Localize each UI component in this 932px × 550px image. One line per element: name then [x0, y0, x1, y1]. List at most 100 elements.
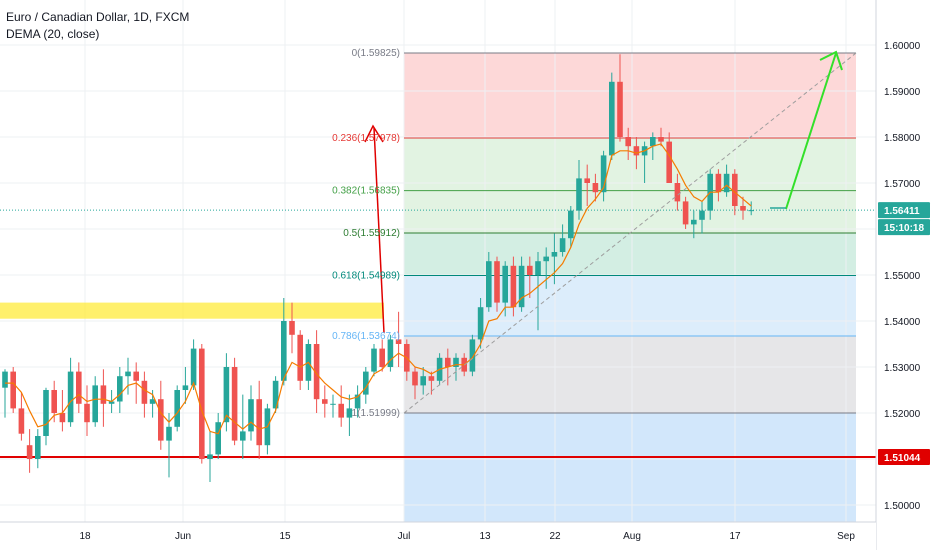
candle-body: [215, 422, 221, 455]
candle-body: [748, 210, 754, 212]
candle-body: [600, 155, 607, 193]
candle-body: [166, 426, 172, 441]
dema-line: [5, 143, 752, 435]
candle-body: [240, 431, 246, 441]
price-axis[interactable]: 1.600001.590001.580001.570001.560001.550…: [875, 0, 932, 550]
candle-body: [35, 436, 41, 459]
price-tick-label: 1.57000: [884, 179, 921, 190]
price-tick-label: 1.50000: [884, 501, 921, 512]
candle-body: [289, 321, 295, 335]
green-arrow-head: [819, 50, 843, 71]
candle-body: [182, 385, 189, 390]
candle-body: [699, 210, 705, 220]
candle-body: [158, 399, 164, 441]
candle-body: [199, 348, 205, 459]
time-tick-label: Sep: [837, 531, 855, 542]
candle-body: [248, 399, 254, 432]
candle-body: [609, 81, 615, 156]
candle-body: [559, 238, 566, 252]
price-tick-label: 1.53000: [884, 363, 921, 374]
time-axis-bg: [0, 522, 876, 550]
candle-body: [551, 252, 558, 257]
price-tick-label: 1.54000: [884, 317, 921, 328]
candle-body: [256, 399, 262, 446]
support-badge-text: 1.51044: [884, 453, 921, 464]
candle-body: [84, 403, 90, 423]
candle-body: [625, 137, 631, 147]
support-badge: [878, 448, 930, 465]
candle-body: [715, 173, 722, 193]
candle-body: [379, 348, 385, 367]
candle-body: [395, 339, 402, 344]
countdown-badge: [878, 219, 930, 236]
price-tick-label: 1.52000: [884, 409, 921, 420]
red-arrow-head: [364, 124, 384, 143]
fib-label: 0.5(1.55912): [343, 228, 400, 239]
fib-label: 0.618(1.54989): [332, 271, 400, 282]
candle-body: [674, 183, 681, 202]
fib-label: 1(1.51999): [352, 408, 400, 419]
price-badge-text: 1.56411: [884, 206, 920, 217]
candle-body: [149, 399, 156, 404]
green-arrow: [785, 52, 837, 210]
candle-body: [682, 201, 689, 225]
fib-zone-3: [404, 233, 856, 276]
candle-body: [518, 265, 525, 308]
candle-body: [190, 348, 197, 386]
candle-body: [387, 339, 394, 367]
candle-body: [322, 399, 328, 404]
indicator-label: DEMA (20, close): [6, 27, 100, 41]
candle-body: [576, 178, 582, 211]
time-axis[interactable]: 18 Jun 15 Jul 13 22 Aug 17 Sep: [0, 521, 876, 550]
candle-body: [371, 348, 377, 372]
candle-body: [281, 321, 287, 381]
candle-body: [633, 146, 640, 156]
candle-body: [117, 376, 123, 402]
candle-body: [740, 206, 746, 211]
price-tick-label: 1.55000: [884, 271, 921, 282]
fib-label: 0.382(1.56835): [332, 186, 400, 197]
price-badge: [878, 202, 930, 219]
candle-body: [207, 454, 213, 459]
candle-body: [445, 357, 451, 367]
fib-label: 0.236(1.57978): [332, 133, 400, 144]
fib-labels: 0(1.59825) 0.236(1.57978) 0.382(1.56835) 0.…: [332, 48, 400, 419]
candle-body: [412, 371, 418, 386]
fib-zone-1: [404, 138, 856, 191]
time-tick-label: 17: [729, 531, 741, 542]
candle-body: [223, 367, 230, 423]
candle-body: [428, 376, 435, 381]
candle-body: [51, 390, 57, 413]
candle-body: [510, 265, 517, 308]
candle-body: [592, 183, 599, 193]
candle-body: [453, 357, 459, 367]
candle-body: [174, 390, 180, 427]
time-tick-label: Jul: [398, 531, 411, 542]
candle-body: [92, 385, 98, 423]
candle-body: [527, 265, 533, 275]
candle-body: [10, 371, 16, 409]
candle-body: [125, 371, 131, 377]
time-tick-label: 13: [479, 531, 491, 542]
candle-body: [2, 371, 8, 388]
candle-body: [732, 173, 738, 206]
candle-body: [26, 445, 33, 459]
candle-body: [363, 371, 369, 395]
candle-body: [67, 371, 74, 423]
candle-body: [330, 403, 336, 405]
candle-body: [338, 403, 344, 418]
candle-body: [723, 173, 730, 193]
candle-body: [494, 261, 500, 303]
fib-zone-6: [404, 413, 856, 522]
fib-zone-2: [404, 190, 856, 234]
price-tick-label: 1.58000: [884, 133, 921, 144]
candle-body: [568, 210, 574, 239]
candle-body: [420, 376, 426, 386]
candle-body: [18, 408, 25, 434]
candle-body: [666, 141, 672, 183]
candle-body: [584, 178, 590, 183]
trend-line: [403, 52, 857, 414]
red-arrow: [373, 127, 385, 334]
candle-body: [59, 413, 66, 423]
